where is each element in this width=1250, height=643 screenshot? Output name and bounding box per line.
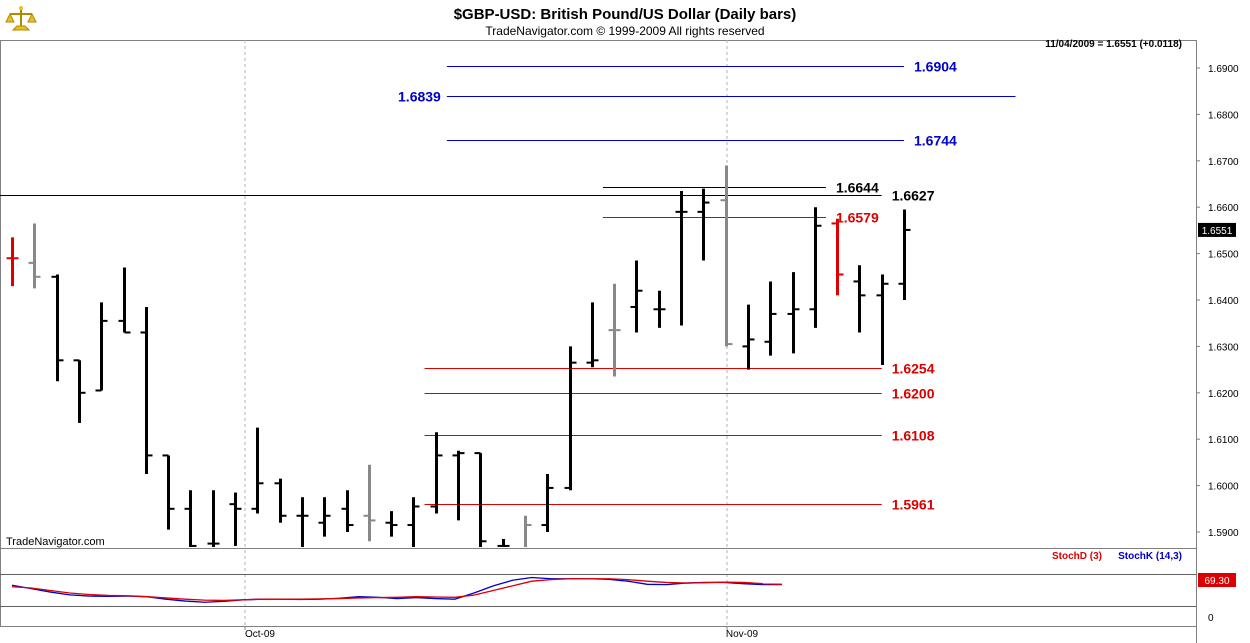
ohlc-bar [898, 209, 911, 300]
stoch-d-label: StochD (3) [1052, 551, 1102, 562]
ohlc-bar [430, 432, 443, 514]
time-tick-label: Oct-09 [245, 629, 275, 640]
ohlc-bar [497, 538, 510, 547]
time-tick-label: Nov-09 [726, 629, 759, 640]
price-level-label: 1.6644 [836, 180, 879, 196]
ohlc-bar [787, 272, 800, 354]
ohlc-bar [140, 306, 153, 474]
ohlc-bar [653, 290, 666, 328]
ohlc-bar [318, 497, 331, 537]
ohlc-bar [296, 497, 309, 547]
stoch-d-line [11, 578, 783, 602]
ohlc-bar [474, 452, 487, 547]
copyright-text: TradeNavigator.com © 1999-2009 All right… [485, 24, 764, 38]
ohlc-bar [363, 464, 376, 542]
price-level-label: 1.6200 [892, 386, 935, 402]
price-tick-label: 1.6400 [1208, 296, 1239, 307]
price-level-label: 1.6579 [836, 210, 879, 226]
ohlc-bar [697, 188, 710, 261]
price-tick-label: 1.6700 [1208, 157, 1239, 168]
ohlc-bar [452, 450, 465, 521]
current-price-label: 1.6551 [1202, 226, 1233, 237]
ohlc-bar [28, 223, 41, 289]
ohlc-bar [118, 267, 131, 334]
stoch-value-label: 69.30 [1204, 576, 1229, 587]
ohlc-bar [853, 265, 866, 333]
watermark-text: TradeNavigator.com [6, 536, 105, 548]
ohlc-bar [341, 490, 354, 532]
plot-frame [0, 40, 1197, 627]
price-tick-label: 1.6100 [1208, 435, 1239, 446]
price-tick-label: 1.6600 [1208, 203, 1239, 214]
ohlc-bar [541, 474, 554, 532]
price-tick-label: 1.6500 [1208, 250, 1239, 261]
ohlc-bar [274, 478, 287, 523]
current-price-box [1198, 222, 1236, 237]
ohlc-bar [876, 274, 889, 365]
price-level-label: 1.6904 [914, 59, 957, 75]
ohlc-bar [809, 207, 822, 328]
price-level-label: 1.6627 [892, 188, 935, 204]
ohlc-bar [608, 283, 621, 377]
price-level-label: 1.6839 [398, 89, 441, 105]
ohlc-bar [162, 454, 175, 530]
ohlc-bar [229, 492, 242, 546]
price-level-label: 1.5961 [892, 497, 935, 513]
price-tick-label: 1.5900 [1208, 528, 1239, 539]
ohlc-bar [630, 260, 643, 333]
price-tick-label: 1.6800 [1208, 110, 1239, 121]
ohlc-bar [564, 346, 577, 491]
ohlc-bar [251, 427, 264, 514]
stoch-zero-label: 0 [1208, 613, 1214, 624]
ohlc-bar [764, 281, 777, 356]
ohlc-bar [184, 490, 197, 547]
ohlc-bar [207, 490, 220, 547]
price-tick-label: 1.6900 [1208, 64, 1239, 75]
ohlc-bar [586, 302, 599, 368]
price-tick-label: 1.6200 [1208, 389, 1239, 400]
ohlc-bar [6, 237, 19, 287]
price-level-label: 1.6744 [914, 133, 957, 149]
price-tick-label: 1.6300 [1208, 342, 1239, 353]
stoch-k-line [11, 576, 782, 603]
ohlc-bar [51, 274, 64, 382]
chart-title: $GBP-USD: British Pound/US Dollar (Daily… [454, 6, 797, 23]
price-tick-label: 1.6000 [1208, 482, 1239, 493]
ohlc-bar [831, 218, 844, 296]
stoch-value-box [1198, 573, 1236, 587]
ohlc-bar [524, 515, 532, 547]
ohlc-bar [385, 511, 398, 537]
ohlc-bar [675, 190, 688, 326]
last-quote-text: 11/04/2009 = 1.6551 (+0.0118) [1045, 39, 1182, 50]
ohlc-bar [95, 302, 108, 392]
price-level-label: 1.6254 [892, 361, 935, 377]
ohlc-bar [407, 497, 420, 547]
ohlc-bar [720, 165, 733, 347]
trade-navigator-logo-icon [4, 4, 38, 34]
ohlc-bar [73, 359, 86, 423]
ohlc-bar [742, 304, 755, 370]
price-level-label: 1.6108 [892, 428, 935, 444]
stoch-k-label: StochK (14,3) [1118, 551, 1182, 562]
